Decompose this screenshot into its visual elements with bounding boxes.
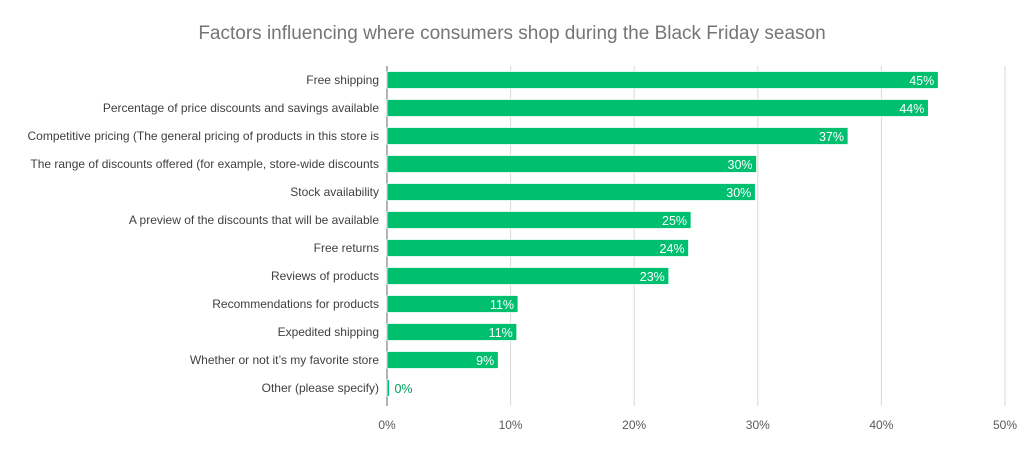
data-label: 9% — [476, 354, 494, 368]
bar — [386, 71, 939, 89]
x-tick-label: 30% — [746, 418, 770, 432]
chart-title: Factors influencing where consumers shop… — [198, 23, 825, 44]
bar — [386, 351, 499, 369]
data-label: 30% — [726, 186, 751, 200]
bar — [386, 267, 670, 285]
category-label: A preview of the discounts that will be … — [129, 213, 379, 227]
category-label: Other (please specify) — [262, 381, 379, 395]
bar — [386, 239, 689, 257]
category-label: Free shipping — [306, 73, 379, 87]
bar — [386, 379, 390, 397]
data-label: 30% — [728, 158, 753, 172]
category-label: Free returns — [314, 241, 379, 255]
data-label: 11% — [489, 326, 513, 340]
category-label: Recommendations for products — [212, 297, 379, 311]
data-label: 44% — [899, 102, 924, 116]
x-tick-label: 10% — [499, 418, 523, 432]
data-label: 0% — [394, 382, 412, 396]
category-label: Reviews of products — [271, 269, 379, 283]
bar — [386, 183, 756, 201]
x-tick-label: 20% — [622, 418, 646, 432]
bar — [386, 99, 929, 117]
data-label: 11% — [490, 298, 514, 312]
category-label: Expedited shipping — [278, 325, 379, 339]
bar — [386, 211, 692, 229]
data-label: 24% — [660, 242, 685, 256]
bar — [386, 295, 519, 313]
category-label: Percentage of price discounts and saving… — [103, 101, 379, 115]
category-label: Competitive pricing (The general pricing… — [28, 129, 380, 143]
x-tick-label: 40% — [869, 418, 893, 432]
data-label: 25% — [662, 214, 687, 228]
data-label: 23% — [640, 270, 665, 284]
bar — [386, 323, 518, 341]
bar — [386, 127, 849, 145]
bar — [386, 155, 757, 173]
category-label: Whether or not it’s my favorite store — [190, 353, 380, 367]
data-label: 45% — [909, 74, 934, 88]
x-tick-label: 0% — [378, 418, 396, 432]
category-label: The range of discounts offered (for exam… — [30, 157, 379, 171]
category-label: Stock availability — [290, 185, 379, 199]
data-label: 37% — [819, 130, 844, 144]
x-tick-label: 50% — [993, 418, 1017, 432]
